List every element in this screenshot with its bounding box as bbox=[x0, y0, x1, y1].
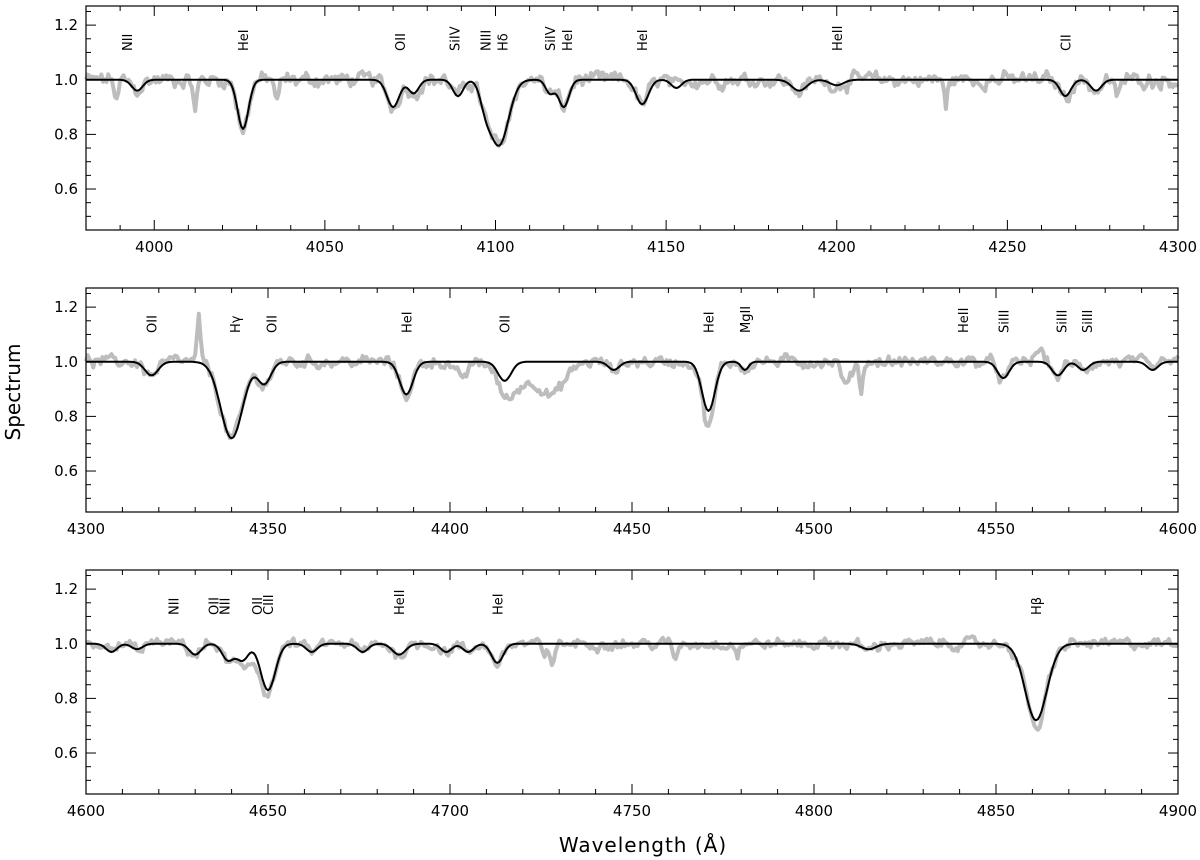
y-axis-label: Spectrum bbox=[1, 344, 25, 441]
observed-spectrum-2 bbox=[84, 311, 1180, 441]
x-tick-label: 4650 bbox=[249, 802, 287, 820]
x-tick-label: 4700 bbox=[431, 802, 469, 820]
x-tick-label: 4450 bbox=[613, 520, 651, 538]
spectral-line-label: OII bbox=[394, 33, 409, 51]
x-tick-label: 4050 bbox=[306, 238, 344, 256]
spectral-line-label: NII bbox=[218, 598, 233, 615]
spectral-line-label: OII bbox=[146, 315, 161, 333]
spectral-line-label: SiIV bbox=[449, 26, 464, 51]
x-tick-label: 4000 bbox=[135, 238, 173, 256]
y-tick-label: 0.8 bbox=[54, 407, 78, 425]
y-tick-label: 1.0 bbox=[54, 71, 78, 89]
spectral-line-label: HeI bbox=[561, 29, 576, 51]
spectral-line-label: NII bbox=[167, 598, 182, 615]
x-tick-label: 4250 bbox=[988, 238, 1026, 256]
spectral-line-label: NIII bbox=[479, 30, 494, 51]
y-tick-label: 0.6 bbox=[54, 462, 78, 480]
spectral-line-label: HeII bbox=[393, 590, 408, 615]
spectral-line-label: MgII bbox=[739, 306, 754, 333]
x-tick-label: 4600 bbox=[1159, 520, 1197, 538]
spectral-line-label: Hδ bbox=[496, 33, 511, 51]
spectral-line-label: OII bbox=[499, 315, 514, 333]
spectral-line-label: HeII bbox=[831, 26, 846, 51]
x-tick-label: 4900 bbox=[1159, 802, 1197, 820]
spectrum-panel-3: 4600 4650 4700 4750 4800 4850 4900 0.6 0.8 1.0 1.2… bbox=[54, 569, 1197, 820]
y-tick-label: 0.6 bbox=[54, 744, 78, 762]
spectrum-panel-2: 4300 4350 4400 4450 4500 4550 4600 0.6 0.8 1.0 1.2… bbox=[54, 287, 1197, 538]
y-tick-label: 0.8 bbox=[54, 689, 78, 707]
spectrum-panel-1: 4000 4050 4100 4150 4200 4250 4300 0.6 0.8 1.0 1.2… bbox=[54, 5, 1197, 256]
spectral-line-label: HeI bbox=[491, 593, 506, 615]
x-tick-label: 4300 bbox=[1159, 238, 1197, 256]
x-tick-label: 4150 bbox=[647, 238, 685, 256]
x-tick-label: 4300 bbox=[67, 520, 105, 538]
y-tick-label: 0.8 bbox=[54, 125, 78, 143]
spectral-line-label: SiIV bbox=[544, 26, 559, 51]
x-tick-label: 4850 bbox=[977, 802, 1015, 820]
spectral-line-label: HeI bbox=[237, 29, 252, 51]
spectral-line-label: Hβ bbox=[1030, 597, 1045, 615]
model-spectrum-3 bbox=[86, 642, 1178, 722]
spectral-line-label: OII bbox=[266, 315, 281, 333]
spectral-line-label: HeI bbox=[702, 311, 717, 333]
x-tick-label: 4350 bbox=[249, 520, 287, 538]
x-tick-label: 4800 bbox=[795, 802, 833, 820]
observed-spectrum-1 bbox=[84, 68, 1180, 148]
y-tick-label: 1.2 bbox=[54, 298, 78, 316]
y-tick-label: 1.0 bbox=[54, 635, 78, 653]
spectral-line-label: OII bbox=[207, 597, 222, 615]
spectral-line-label: NII bbox=[121, 34, 136, 51]
spectral-line-label: OII bbox=[251, 597, 266, 615]
panel-frame-3 bbox=[85, 569, 1179, 795]
model-spectrum-2 bbox=[86, 360, 1178, 440]
x-tick-label: 4600 bbox=[67, 802, 105, 820]
y-tick-label: 1.2 bbox=[54, 16, 78, 34]
spectral-line-label: SiIII bbox=[1056, 310, 1071, 333]
spectral-line-label: Hγ bbox=[229, 315, 244, 333]
panel-frame-2 bbox=[85, 287, 1179, 513]
y-tick-label: 1.0 bbox=[54, 353, 78, 371]
x-tick-label: 4100 bbox=[476, 238, 514, 256]
spectral-line-label: CII bbox=[1059, 34, 1074, 51]
y-tick-label: 0.6 bbox=[54, 180, 78, 198]
spectral-line-label: SiIII bbox=[1081, 310, 1096, 333]
x-tick-label: 4200 bbox=[818, 238, 856, 256]
y-tick-label: 1.2 bbox=[54, 580, 78, 598]
observed-spectrum-3 bbox=[84, 634, 1179, 732]
x-tick-label: 4750 bbox=[613, 802, 651, 820]
x-tick-label: 4550 bbox=[977, 520, 1015, 538]
spectral-line-label: CIII bbox=[262, 594, 277, 615]
spectral-line-label: SiIII bbox=[997, 310, 1012, 333]
x-tick-label: 4400 bbox=[431, 520, 469, 538]
spectral-line-label: HeI bbox=[636, 29, 651, 51]
spectral-line-label: HeII bbox=[957, 308, 972, 333]
x-tick-label: 4500 bbox=[795, 520, 833, 538]
model-spectrum-1 bbox=[86, 78, 1178, 147]
x-axis-label: Wavelength (Å) bbox=[559, 833, 727, 857]
spectral-line-label: HeI bbox=[400, 311, 415, 333]
